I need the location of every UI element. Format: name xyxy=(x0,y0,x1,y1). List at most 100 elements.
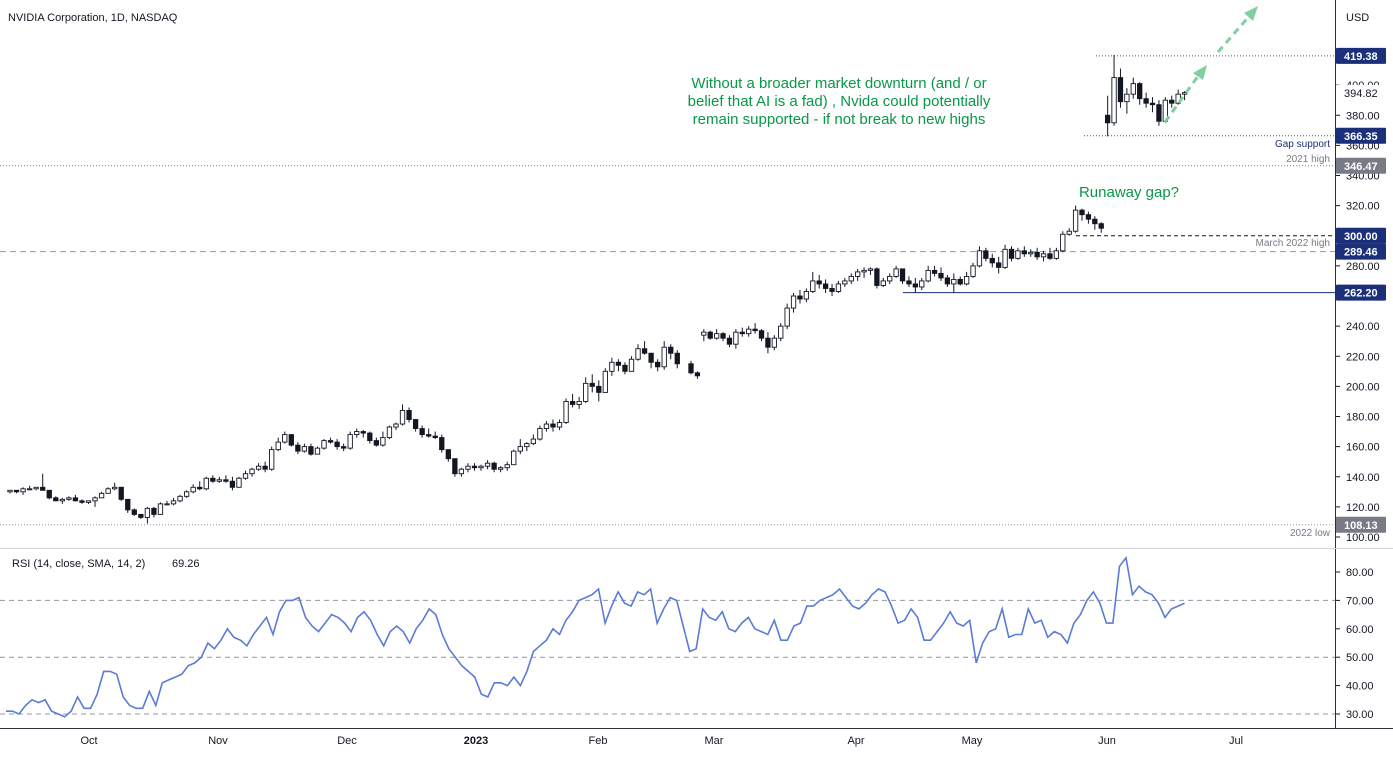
candle-body xyxy=(661,346,667,368)
price-tick-label: 140.00 xyxy=(1346,472,1380,484)
candle xyxy=(707,330,713,340)
candle-body xyxy=(118,486,124,500)
candle xyxy=(419,425,425,438)
candle xyxy=(242,470,249,480)
candle-body xyxy=(784,307,790,327)
candle xyxy=(655,359,661,372)
candle-body xyxy=(589,382,595,387)
candle xyxy=(893,265,899,278)
candle-body xyxy=(931,269,938,274)
candle-body xyxy=(53,497,59,502)
candle-body xyxy=(288,434,294,446)
candle xyxy=(797,289,803,304)
candle-body xyxy=(360,431,366,434)
candle xyxy=(752,323,758,334)
candle xyxy=(7,489,13,494)
candle-body xyxy=(1169,99,1175,104)
candle xyxy=(275,437,281,452)
candle xyxy=(491,461,497,473)
candle-body xyxy=(963,275,970,285)
candle xyxy=(576,396,582,409)
candle xyxy=(983,247,989,262)
candle xyxy=(229,476,236,491)
candle-body xyxy=(707,331,713,339)
candle xyxy=(458,467,465,477)
candle xyxy=(46,489,52,500)
price-tick-label: 280.00 xyxy=(1346,261,1380,273)
candle xyxy=(478,464,484,471)
candle xyxy=(543,421,550,432)
candle xyxy=(530,434,537,446)
time-tick-label: May xyxy=(962,735,983,747)
candle xyxy=(380,431,386,447)
candle xyxy=(720,332,726,342)
candle xyxy=(471,463,478,471)
candle xyxy=(622,362,628,375)
candle-body xyxy=(20,488,26,493)
candle-body xyxy=(373,440,380,446)
candle xyxy=(340,443,347,452)
candle-body xyxy=(465,465,471,470)
candle xyxy=(157,502,164,515)
candle xyxy=(816,274,822,289)
candle xyxy=(963,271,970,286)
candle xyxy=(1002,244,1008,269)
annotation-line-3: remain supported - if not break to new h… xyxy=(693,111,986,128)
candle xyxy=(1066,228,1072,236)
candle-body xyxy=(765,337,771,348)
candle-body xyxy=(771,337,777,348)
candle xyxy=(360,430,366,438)
price-tick-label: 240.00 xyxy=(1346,321,1380,333)
candle xyxy=(867,267,874,275)
candle-body xyxy=(951,278,957,285)
candle xyxy=(354,428,360,438)
candle xyxy=(210,475,216,483)
candle-body xyxy=(1149,102,1156,106)
candle xyxy=(855,268,861,281)
candle-body xyxy=(855,271,861,277)
candle-body xyxy=(790,295,797,309)
annotation-line-1: Without a broader market downturn (and /… xyxy=(691,75,986,92)
candle-body xyxy=(615,361,622,366)
candle-body xyxy=(517,446,523,452)
price-badge-value: 346.47 xyxy=(1344,161,1378,173)
price-tick-label: 100.00 xyxy=(1346,532,1380,544)
candle xyxy=(249,467,255,477)
candle xyxy=(33,486,39,491)
candle-body xyxy=(899,268,906,282)
candle-body xyxy=(347,434,353,449)
candle-body xyxy=(1028,251,1034,255)
candle xyxy=(1124,88,1130,114)
level-label-gap-support: Gap support xyxy=(1275,139,1330,150)
candle-body xyxy=(655,361,661,368)
candle xyxy=(661,341,667,370)
candle xyxy=(40,473,46,491)
candle xyxy=(269,446,275,471)
candle xyxy=(556,419,563,431)
candle xyxy=(931,265,938,277)
candle xyxy=(1117,68,1124,108)
candle-body xyxy=(906,280,912,285)
candle xyxy=(13,489,20,494)
rsi-tick-label: 60.00 xyxy=(1346,624,1374,636)
candle xyxy=(569,393,576,408)
candle-body xyxy=(530,438,537,445)
candle xyxy=(765,332,771,354)
price-badge: 346.47 xyxy=(1336,157,1386,174)
candle xyxy=(989,253,995,268)
candle-body xyxy=(880,280,886,286)
price-badge-background xyxy=(1336,127,1386,144)
candle-body xyxy=(874,268,880,286)
candle xyxy=(203,476,209,491)
candle-body xyxy=(301,446,308,452)
price-badge: 300.00 xyxy=(1336,227,1386,244)
candle-body xyxy=(996,262,1002,268)
candle xyxy=(367,431,373,444)
candle-body xyxy=(867,268,874,271)
level-label-march-2022-high: March 2022 high xyxy=(1256,238,1331,249)
candle-body xyxy=(726,337,733,345)
candle xyxy=(874,267,880,289)
candle xyxy=(694,371,701,379)
candle-body xyxy=(445,449,451,460)
price-badges: 419.38 394.82 366.35 346.47 300.00 289.46 262.… xyxy=(1336,47,1386,533)
